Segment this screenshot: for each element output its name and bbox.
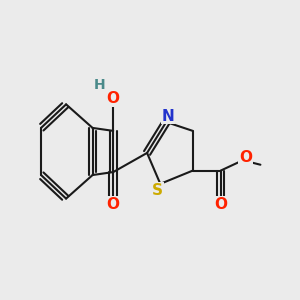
Text: O: O (239, 150, 252, 165)
Text: O: O (107, 197, 120, 212)
Text: O: O (107, 91, 120, 106)
Text: S: S (152, 183, 163, 198)
Text: N: N (161, 109, 174, 124)
Text: O: O (214, 197, 227, 212)
Text: H: H (94, 78, 106, 92)
